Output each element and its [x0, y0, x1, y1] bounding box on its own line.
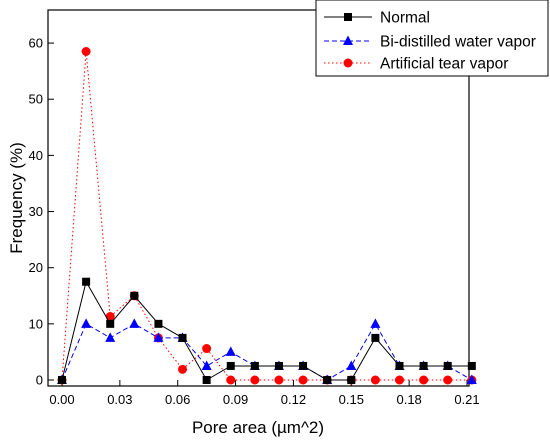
data-point [226, 375, 236, 385]
data-point [346, 360, 357, 370]
data-point [226, 361, 235, 370]
y-tick-label: 10 [29, 316, 43, 331]
series-layer [57, 47, 477, 385]
data-point [153, 332, 164, 342]
data-point [130, 291, 139, 300]
series-triangle-group [57, 318, 477, 384]
y-tick-label: 60 [29, 36, 43, 51]
x-tick-label: 0.12 [281, 392, 306, 407]
data-point [129, 318, 140, 328]
legend-marker [343, 58, 353, 68]
data-point [250, 375, 260, 385]
data-point [154, 319, 163, 328]
data-point [274, 361, 283, 370]
data-point [81, 47, 91, 56]
y-tick-label: 40 [29, 148, 43, 163]
data-point [371, 333, 380, 342]
series-line [61, 280, 472, 381]
data-point [202, 376, 211, 384]
series-line [61, 322, 473, 381]
data-point [395, 361, 404, 370]
data-point [58, 376, 66, 384]
legend-label: Bi-distilled water vapor [380, 34, 536, 51]
data-point [82, 277, 91, 286]
legend-marker [344, 13, 352, 21]
y-axis-title: Frequency (%) [7, 142, 26, 253]
data-point [419, 375, 429, 385]
data-point [395, 375, 404, 385]
data-point [274, 375, 284, 385]
data-point [202, 344, 212, 354]
x-tick-label: 0.21 [454, 392, 479, 407]
plot-frame [47, 9, 470, 387]
y-tick-label: 50 [29, 92, 43, 107]
x-tick-label: 0.15 [339, 392, 364, 407]
legend-label: Artificial tear vapor [380, 56, 508, 73]
data-point [466, 374, 477, 384]
legend: Normal Bi-distilled water vapor Artificial… [315, 0, 549, 77]
series-circle-group [57, 47, 477, 385]
data-point [250, 361, 259, 370]
data-point [299, 361, 308, 370]
y-tick-label: 20 [29, 260, 43, 275]
legend-box [315, 0, 549, 77]
data-point [419, 361, 428, 370]
data-point [105, 332, 116, 342]
data-point [347, 376, 356, 384]
data-point [178, 364, 188, 374]
data-point [201, 360, 212, 370]
data-point [467, 361, 476, 370]
x-tick-label: 0.18 [396, 392, 421, 407]
data-point [225, 346, 236, 356]
y-tick-label: 30 [29, 204, 43, 219]
x-tick-label: 0.00 [49, 392, 74, 407]
data-point [106, 319, 115, 328]
data-point [323, 376, 332, 384]
x-tick-label: 0.09 [223, 392, 248, 407]
data-point [298, 375, 308, 385]
x-axis-title: Pore area (µm^2) [192, 418, 324, 437]
data-point [370, 375, 380, 385]
legend-label: Normal [380, 10, 430, 27]
x-tick-label: 0.03 [107, 392, 132, 407]
y-axis: 0 10 20 30 40 50 60 [29, 36, 54, 388]
y-tick-label: 0 [36, 373, 43, 388]
x-axis: 0.00 0.03 0.06 0.09 0.12 0.15 0.18 0.21 [49, 380, 480, 407]
data-point [81, 318, 92, 328]
series-square-group [58, 277, 476, 384]
data-point [443, 375, 453, 385]
data-point [370, 318, 381, 328]
data-point [443, 361, 452, 370]
x-tick-label: 0.06 [165, 392, 190, 407]
legend-marker [343, 35, 353, 45]
data-point [105, 312, 115, 322]
data-point [178, 333, 187, 342]
